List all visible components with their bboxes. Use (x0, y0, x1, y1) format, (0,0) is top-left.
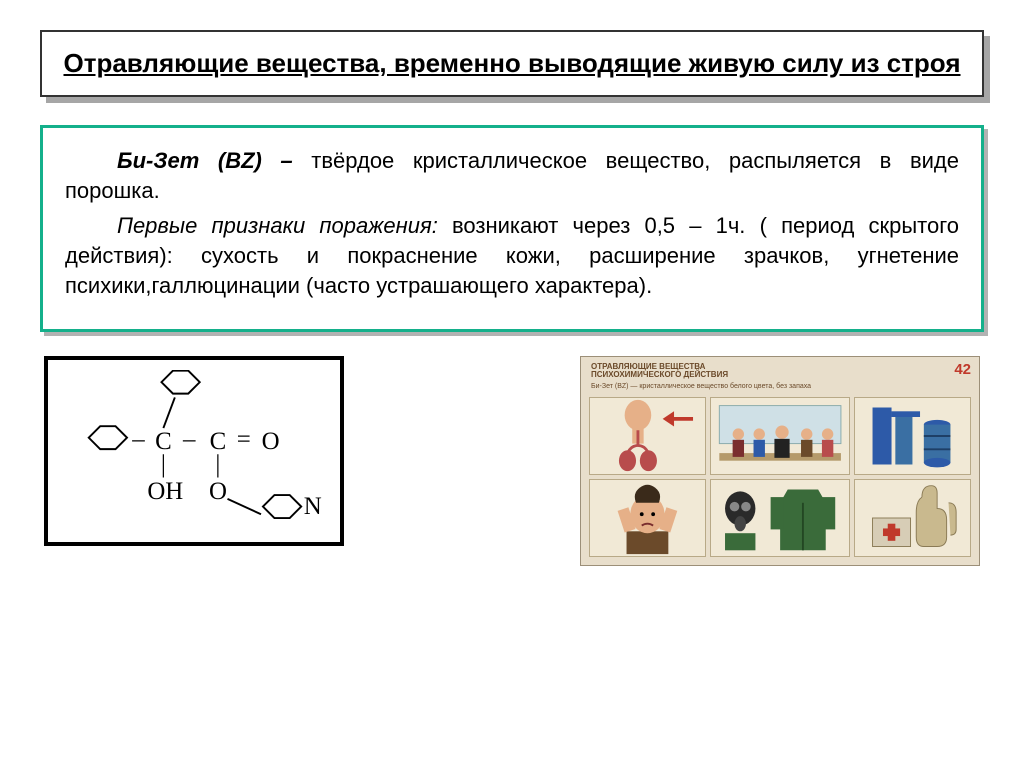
atom-o-single: O (209, 477, 227, 504)
atom-o-double: O (262, 428, 280, 455)
bottom-row: – C – C = O | | OH O (40, 356, 984, 566)
lead-term: Би-Зет (BZ) – (117, 148, 311, 173)
slide: Отравляющие вещества, временно выводящие… (0, 0, 1024, 586)
poster-cell-symptom (589, 479, 706, 557)
poster-cell-protection (710, 479, 850, 557)
content-paragraph-1: Би-Зет (BZ) – твёрдое кристаллическое ве… (65, 146, 959, 205)
headache-icon (590, 480, 705, 556)
poster-grid (589, 397, 971, 557)
content-box: Би-Зет (BZ) – твёрдое кристаллическое ве… (40, 125, 984, 331)
bond-dash: – (131, 426, 145, 453)
bond-line (228, 498, 262, 513)
content-paragraph-2: Первые признаки поражения: возникают чер… (65, 211, 959, 300)
title-box: Отравляющие вещества, временно выводящие… (40, 30, 984, 97)
poster-cell-equipment (854, 397, 971, 475)
equipment-icon (855, 398, 970, 474)
people-icon (711, 398, 849, 474)
ring-icon (161, 370, 199, 393)
bond-dash: – (182, 426, 196, 453)
signs-label: Первые признаки поражения: (117, 213, 438, 238)
poster-cell-respiratory (589, 397, 706, 475)
poster-box: ОТРАВЛЯЮЩИЕ ВЕЩЕСТВА ПСИХОХИМИЧЕСКОГО ДЕ… (580, 356, 980, 566)
bond-vbar: | (161, 451, 166, 478)
ring-icon (263, 495, 301, 518)
bond-vbar: | (215, 451, 220, 478)
poster-heading-line1: ОТРАВЛЯЮЩИЕ ВЕЩЕСТВА (591, 362, 705, 371)
poster-cell-people (710, 397, 850, 475)
poster-number: 42 (954, 361, 971, 378)
atom-n: N (304, 493, 322, 520)
bond-line (163, 397, 174, 428)
bond-double: = (237, 426, 251, 453)
protection-icon (711, 480, 849, 556)
poster-subtitle: Би-Зет (BZ) — кристаллическое вещество б… (591, 383, 969, 390)
respiratory-icon (590, 398, 705, 474)
firstaid-icon (855, 480, 970, 556)
atom-oh: OH (147, 477, 183, 504)
chemical-structure-box: – C – C = O | | OH O (44, 356, 344, 546)
chemical-structure-svg: – C – C = O | | OH O (60, 370, 328, 534)
ring-icon (89, 426, 127, 449)
poster-heading-line2: ПСИХОХИМИЧЕСКОГО ДЕЙСТВИЯ (591, 370, 728, 379)
poster-cell-firstaid (854, 479, 971, 557)
poster-heading: ОТРАВЛЯЮЩИЕ ВЕЩЕСТВА ПСИХОХИМИЧЕСКОГО ДЕ… (591, 363, 939, 381)
slide-title: Отравляющие вещества, временно выводящие… (62, 46, 962, 81)
